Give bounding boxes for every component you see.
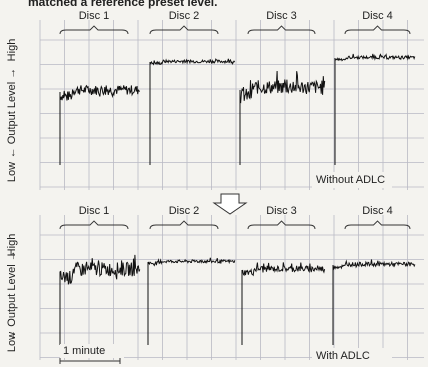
brace <box>149 220 219 230</box>
waveform <box>239 70 326 165</box>
brace <box>149 25 219 35</box>
disc-label: Disc 2 <box>169 205 200 217</box>
scale-bar <box>59 358 121 364</box>
waveform <box>59 84 141 165</box>
brace <box>247 25 316 35</box>
note: With ADLC <box>316 350 370 362</box>
disc-label: Disc 1 <box>79 10 110 22</box>
waveform <box>147 257 236 345</box>
y-high: High <box>6 234 18 257</box>
y-axis-label: ← Output Level → <box>6 68 18 159</box>
caption: matched a reference preset level. <box>28 0 217 9</box>
brace <box>344 220 411 230</box>
waveform <box>59 254 141 345</box>
grid <box>39 20 424 190</box>
disc-label: Disc 4 <box>362 205 393 217</box>
brace <box>59 220 129 230</box>
y-low: Low <box>6 162 18 182</box>
scale-label: 1 minute <box>63 345 105 357</box>
disc-label: Disc 1 <box>79 205 110 217</box>
y-high: High <box>6 39 18 62</box>
waveform <box>241 262 326 345</box>
note-bg <box>312 172 392 188</box>
disc-label: Disc 3 <box>266 205 297 217</box>
brace <box>59 25 129 35</box>
down-arrow <box>212 193 248 215</box>
disc-label: Disc 3 <box>266 10 297 22</box>
grid <box>39 215 424 360</box>
y-low: Low <box>6 332 18 352</box>
brace <box>247 220 316 230</box>
panel-without: Disc 1 Disc 2 Disc 3 Disc 4 High ← Output Lev… <box>6 10 424 190</box>
y-axis-label: ← Output Level → <box>6 250 18 341</box>
note-bg <box>312 348 392 364</box>
waveform <box>149 58 236 165</box>
panel-with: Disc 1 Disc 2 Disc 3 Disc 4 High← Output Lev… <box>6 205 424 364</box>
scale-bg <box>60 344 124 358</box>
note: Without ADLC <box>316 174 385 186</box>
disc-label: Disc 4 <box>362 10 393 22</box>
waveform <box>332 259 416 345</box>
disc-label: Disc 2 <box>169 10 200 22</box>
brace <box>344 25 411 35</box>
waveform <box>334 53 416 165</box>
